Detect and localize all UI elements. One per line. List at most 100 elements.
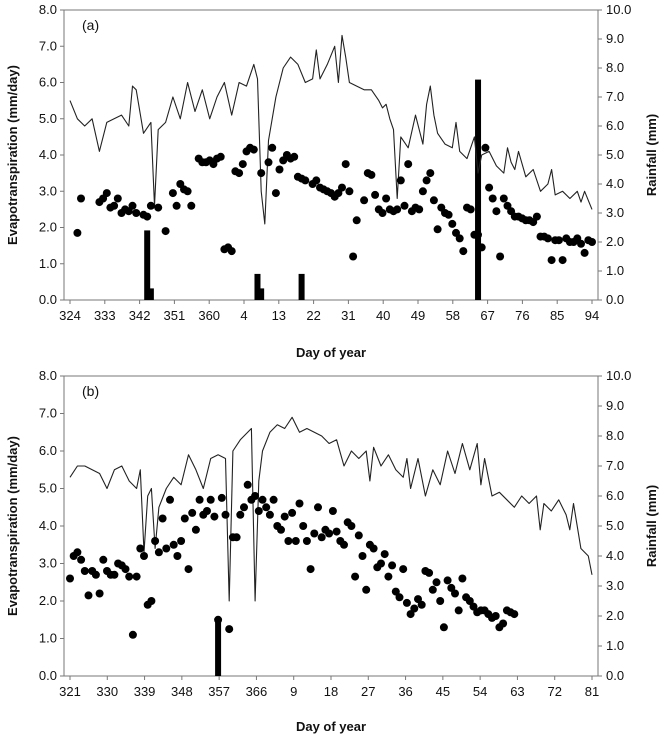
x-tick-label: 342 — [129, 308, 151, 323]
et-dot-35 — [235, 169, 244, 178]
et-dot-33 — [227, 247, 236, 256]
et-dot-95 — [417, 600, 426, 609]
et-dot-24 — [154, 548, 163, 557]
et-dot-60 — [288, 508, 297, 517]
et-dot-41 — [264, 158, 273, 167]
et-dot-15 — [146, 201, 155, 210]
x-tick-label: 36 — [398, 684, 412, 699]
et-dot-76 — [400, 201, 409, 210]
y-right-tick-label: 9.0 — [606, 31, 624, 46]
x-tick-label: 348 — [171, 684, 193, 699]
x-tick-label: 54 — [473, 684, 487, 699]
et-dot-78 — [354, 531, 363, 540]
et-dot-93 — [410, 604, 419, 613]
y-tick-label: 4.0 — [39, 518, 57, 533]
et-dot-60 — [338, 183, 346, 192]
y-tick-label: 6.0 — [39, 443, 57, 458]
rainfall-bar-4 — [298, 273, 305, 300]
et-dot-26 — [162, 544, 171, 553]
y-tick-label: 0.0 — [39, 668, 57, 683]
x-tick-label: 4 — [240, 308, 247, 323]
et-dot-98 — [428, 585, 437, 594]
x-tick-label: 357 — [208, 684, 230, 699]
et-dot-109 — [469, 602, 478, 611]
et-dot-6 — [110, 201, 119, 210]
y-tick-label: 8.0 — [39, 2, 57, 17]
et-dot-58 — [280, 512, 289, 521]
et-dot-63 — [349, 252, 358, 261]
x-tick-label: 31 — [341, 308, 355, 323]
et-dot-53 — [262, 503, 271, 512]
et-dot-19 — [172, 201, 181, 210]
x-tick-label: 45 — [436, 684, 450, 699]
y-tick-label: 1.0 — [39, 631, 57, 646]
y-tick-label: 1.0 — [39, 256, 57, 271]
et-dot-89 — [448, 219, 457, 228]
et-dot-89 — [395, 593, 404, 602]
et-dot-5 — [84, 591, 93, 600]
et-dot-125 — [580, 248, 589, 257]
et-dot-48 — [290, 152, 299, 161]
y-right-tick-label: 7.0 — [606, 458, 624, 473]
et-dot-53 — [312, 176, 321, 185]
et-dot-80 — [362, 585, 371, 594]
x-tick-label: 18 — [324, 684, 338, 699]
y-right-tick-label: 6.0 — [606, 488, 624, 503]
x-tick-label: 333 — [94, 308, 116, 323]
y-tick-label: 2.0 — [39, 593, 57, 608]
et-dot-117 — [499, 619, 508, 628]
et-dot-7 — [91, 570, 100, 579]
et-dot-50 — [251, 492, 260, 500]
et-dot-27 — [166, 495, 174, 504]
et-dot-65 — [360, 196, 369, 205]
et-dot-101 — [492, 207, 501, 216]
et-line — [69, 416, 593, 602]
et-dot-17 — [161, 227, 170, 236]
x-tick-label: 40 — [376, 308, 390, 323]
et-dot-67 — [314, 503, 322, 512]
et-dot-77 — [351, 572, 360, 581]
y-axis-label: Evapotranspiration (mm/day) — [5, 65, 20, 245]
et-dot-48 — [243, 480, 252, 489]
et-dot-91 — [455, 234, 464, 243]
et-dot-1 — [77, 194, 85, 203]
et-dot-96 — [474, 230, 482, 239]
et-dot-76 — [347, 522, 356, 530]
et-dot-82 — [422, 176, 431, 185]
et-dot-115 — [491, 612, 500, 620]
et-dot-71 — [328, 507, 337, 515]
et-dot-57 — [277, 525, 285, 534]
et-dot-51 — [301, 176, 310, 185]
y-right-tick-label: 4.0 — [606, 548, 624, 563]
y-right-tick-label: 0.0 — [606, 668, 624, 683]
et-dot-16 — [154, 203, 163, 212]
x-tick-label: 321 — [59, 684, 81, 699]
y-right-tick-label: 8.0 — [606, 428, 624, 443]
et-dot-103 — [499, 194, 508, 203]
y-tick-label: 2.0 — [39, 220, 57, 235]
y-axis-label: Evapotranspiration (mm/day) — [5, 436, 20, 616]
y-right-tick-label: 2.0 — [606, 234, 624, 249]
x-tick-label: 27 — [361, 684, 375, 699]
et-dot-91 — [402, 598, 411, 607]
et-dot-46 — [236, 510, 245, 519]
y-tick-label: 7.0 — [39, 406, 57, 421]
et-dot-71 — [382, 194, 391, 203]
y-right-tick-label: 7.0 — [606, 89, 624, 104]
x-tick-label: 22 — [306, 308, 320, 323]
et-dot-92 — [459, 247, 468, 256]
et-dot-30 — [216, 152, 225, 161]
et-dot-72 — [332, 527, 341, 536]
x-tick-label: 49 — [411, 308, 425, 323]
x-tick-label: 94 — [585, 308, 599, 323]
et-dot-62 — [295, 499, 304, 508]
et-dot-19 — [136, 544, 145, 553]
y-right-tick-label: 8.0 — [606, 60, 624, 75]
x-tick-label: 72 — [547, 684, 561, 699]
rainfall-bar-5 — [475, 79, 482, 300]
et-dot-9 — [99, 555, 108, 564]
et-dot-43 — [271, 189, 280, 198]
et-dot-44 — [275, 165, 284, 174]
et-dot-35 — [195, 495, 204, 504]
et-dot-17 — [128, 630, 137, 639]
